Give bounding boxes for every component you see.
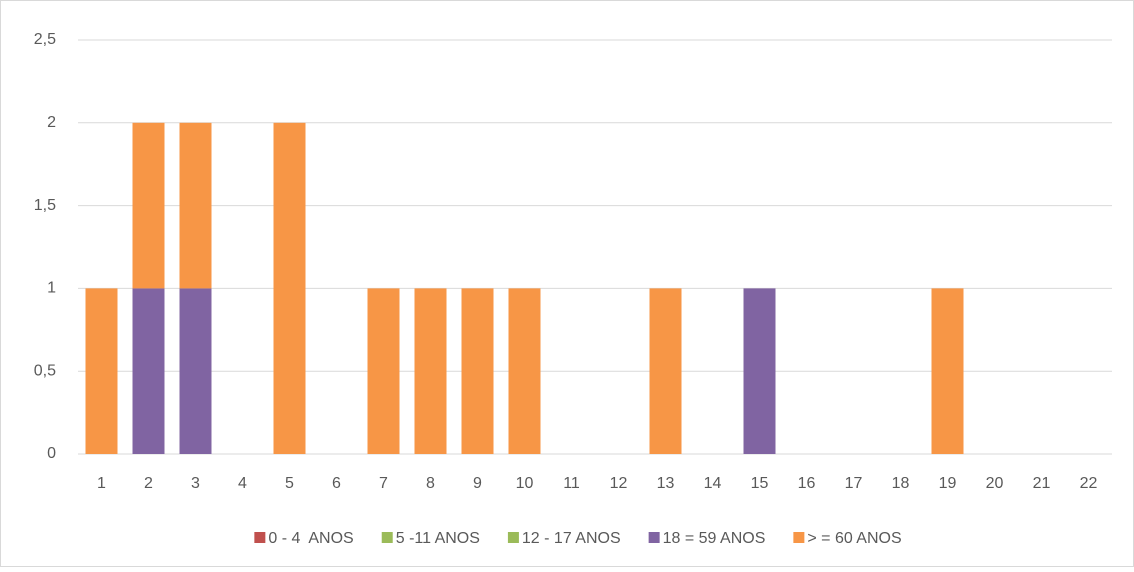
bar-segment [414, 288, 447, 454]
x-tick-label: 7 [379, 475, 388, 492]
legend-label: 12 - 17 ANOS [522, 530, 621, 547]
y-tick-label: 2 [47, 114, 56, 131]
x-tick-label: 3 [191, 475, 200, 492]
x-tick-label: 20 [986, 475, 1004, 492]
y-tick-label: 0 [47, 445, 56, 462]
legend-swatch [648, 532, 660, 543]
legend-label: > = 60 ANOS [807, 530, 901, 547]
bar-segment [367, 288, 400, 454]
x-tick-label: 19 [939, 475, 957, 492]
x-tick-label: 14 [704, 475, 722, 492]
bar-segment [649, 288, 682, 454]
x-tick-label: 15 [751, 475, 769, 492]
x-tick-label: 12 [610, 475, 628, 492]
bar-segment [132, 288, 165, 454]
bar-segment [132, 122, 165, 289]
x-tick-label: 6 [332, 475, 341, 492]
x-tick-label: 1 [97, 475, 106, 492]
y-tick-label: 2,5 [34, 31, 56, 48]
bar-segment [508, 288, 541, 454]
x-tick-label: 4 [238, 475, 247, 492]
x-tick-label: 9 [473, 475, 482, 492]
x-tick-label: 13 [657, 475, 675, 492]
legend-label: 5 -11 ANOS [396, 530, 480, 547]
bar-segment [273, 122, 306, 455]
x-tick-label: 2 [144, 475, 153, 492]
legend-swatch [793, 532, 805, 543]
x-tick-label: 18 [892, 475, 910, 492]
x-tick-label: 10 [516, 475, 534, 492]
bar-segment [179, 122, 212, 289]
x-tick-label: 22 [1080, 475, 1098, 492]
y-tick-label: 1,5 [34, 197, 56, 214]
bar-segment [85, 288, 118, 454]
x-tick-label: 16 [798, 475, 816, 492]
x-tick-label: 8 [426, 475, 435, 492]
x-tick-label: 11 [563, 475, 580, 492]
bar-segment [461, 288, 494, 454]
x-tick-label: 5 [285, 475, 294, 492]
legend-swatch [254, 532, 266, 543]
bar-segment [179, 288, 212, 454]
y-tick-label: 1 [47, 280, 56, 297]
y-tick-label: 0,5 [34, 362, 56, 379]
bar-segment [931, 288, 964, 454]
legend-label: 18 = 59 ANOS [663, 530, 766, 547]
legend-swatch [507, 532, 519, 543]
x-tick-label: 17 [845, 475, 863, 492]
bar-segment [743, 288, 776, 454]
legend-swatch [381, 532, 393, 543]
legend-label: 0 - 4 ANOS [268, 530, 353, 547]
x-tick-label: 21 [1033, 475, 1051, 492]
